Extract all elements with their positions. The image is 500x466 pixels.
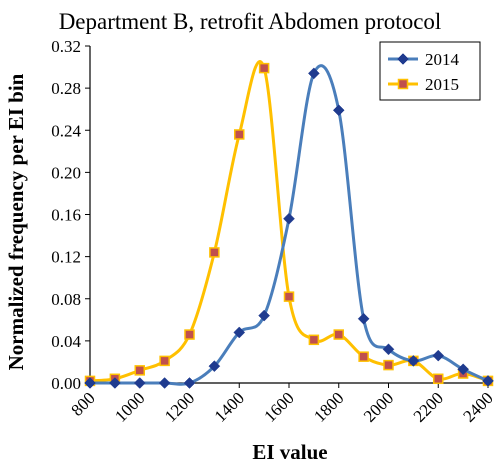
data-point-2014 [233, 326, 246, 339]
legend-label-2014: 2014 [425, 50, 460, 69]
legend-marker-2015 [397, 78, 409, 90]
data-point-2014 [382, 343, 395, 356]
data-point-2014 [457, 363, 469, 376]
y-tick-label: 0.24 [51, 121, 81, 140]
x-tick-label: 1400 [211, 388, 248, 425]
data-point-2014 [183, 377, 196, 389]
data-point-2015 [209, 247, 220, 258]
data-point-2015 [308, 334, 320, 346]
data-point-2015 [283, 291, 295, 302]
data-point-2015 [184, 329, 195, 340]
data-point-2014 [283, 212, 295, 225]
x-axis-ticks: 800 1000 1200 1400 1600 1800 2000 2200 2400 [67, 383, 497, 426]
legend-marker-2014 [397, 53, 409, 65]
data-point-2014 [357, 312, 370, 325]
x-tick-label: 1600 [260, 388, 297, 425]
data-point-2014 [133, 377, 146, 389]
data-point-2015 [383, 359, 394, 371]
chart-title: Department B, retrofit Abdomen protocol [59, 9, 442, 34]
x-tick-label: 2000 [360, 388, 397, 425]
data-point-2014 [332, 104, 345, 117]
data-point-2014 [308, 67, 320, 80]
data-point-2014 [482, 375, 494, 387]
x-tick-label: 800 [67, 388, 98, 419]
series-line-2014 [88, 64, 490, 386]
x-tick-label: 2200 [410, 388, 447, 425]
data-point-2014 [407, 355, 420, 367]
x-tick-label: 1000 [111, 388, 148, 425]
legend-label-2015: 2015 [425, 75, 459, 94]
data-point-2014 [158, 377, 171, 389]
data-point-2015 [134, 365, 145, 376]
y-tick-label: 0.08 [51, 290, 81, 309]
y-tick-label: 0.12 [51, 248, 81, 267]
x-axis-label: EI value [252, 440, 327, 464]
data-point-2014 [109, 377, 121, 389]
legend-box [379, 41, 481, 101]
legend: 2014 2015 [379, 41, 481, 101]
x-tick-label: 1800 [310, 388, 347, 425]
y-axis-ticks: 0.00 0.04 0.08 0.12 0.16 0.20 0.24 0.28 0.32 [51, 37, 90, 393]
x-tick-label: 1200 [161, 388, 198, 425]
y-axis-label: Normalized frequency per EI bin [4, 73, 28, 370]
data-point-2015 [258, 62, 270, 74]
data-point-2014 [432, 349, 445, 362]
y-tick-label: 0.32 [51, 37, 81, 56]
y-tick-label: 0.20 [51, 163, 81, 182]
series-layer [84, 60, 494, 389]
data-point-2015 [433, 373, 444, 385]
y-tick-label: 0.16 [51, 206, 81, 225]
series-2014 [84, 64, 494, 389]
data-point-2014 [258, 309, 270, 322]
y-tick-label: 0.04 [51, 332, 81, 351]
x-tick-label: 2400 [459, 388, 496, 425]
data-point-2014 [208, 360, 221, 373]
data-point-2014 [84, 377, 96, 389]
data-point-2015 [234, 129, 245, 140]
y-tick-label: 0.28 [51, 79, 81, 98]
data-point-2015 [358, 351, 369, 362]
y-tick-label: 0.00 [51, 374, 81, 393]
data-point-2015 [333, 329, 344, 340]
data-point-2015 [159, 355, 170, 367]
